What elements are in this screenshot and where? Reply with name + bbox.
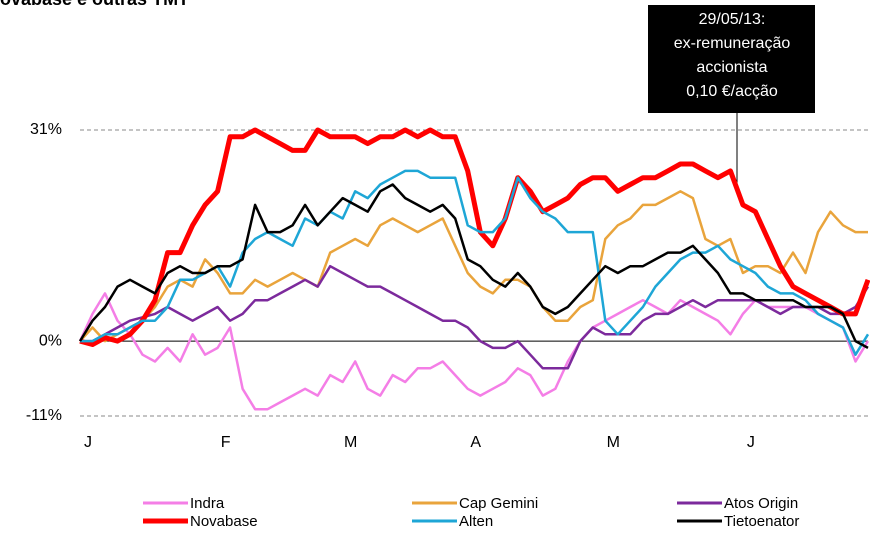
series-line [80,264,870,370]
x-tick-label: F [221,434,231,451]
series-line [78,292,870,411]
legend-label: Tietoenator [724,513,799,530]
legend-label: Cap Gemini [459,495,538,512]
y-tick-label: 0% [39,332,62,349]
legend-label: Indra [190,495,225,512]
series-line [78,183,869,349]
x-tick-label: M [344,434,357,451]
annotation-text: accionista [696,59,767,76]
x-tick-label: M [607,434,620,451]
x-tick-label: J [84,434,92,451]
x-tick-label: A [470,434,481,451]
y-tick-label: -11% [26,407,62,424]
annotation-text: 29/05/13: [699,11,766,28]
annotation-text: ex-remuneração [674,35,791,52]
annotation-box [648,5,815,113]
legend-label: Novabase [190,513,258,530]
legend-label: Atos Origin [724,495,798,512]
chart-title: Novabase e outras TMT [0,0,189,9]
annotation-text: 0,10 €/acção [686,83,778,100]
y-tick-label: 31% [30,121,62,138]
series-line [79,127,870,347]
annotation: 29/05/13: ex-remuneração accionista 0,10 €/… [674,11,791,100]
legend-label: Alten [459,513,493,530]
series-line [79,190,868,343]
x-tick-label: J [747,434,755,451]
